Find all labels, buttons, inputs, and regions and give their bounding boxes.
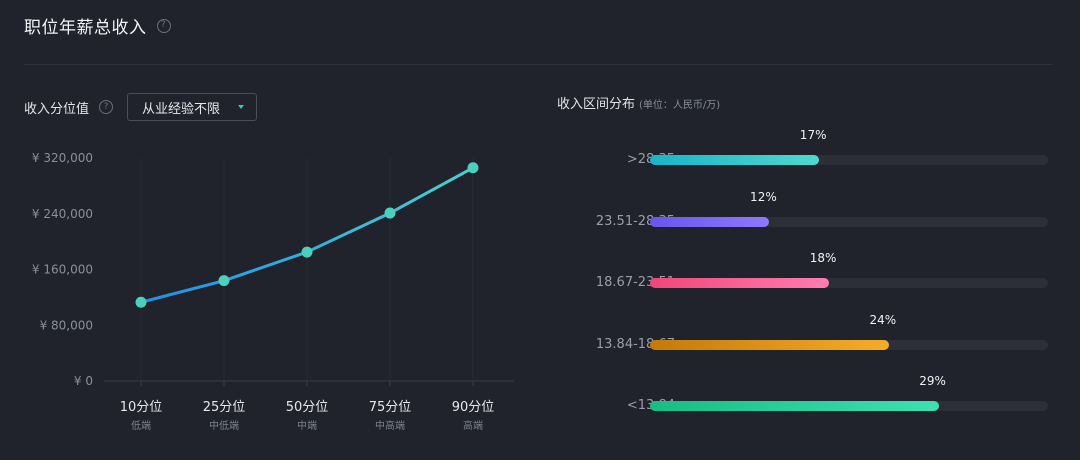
y-tick-label: ¥ 80,000 <box>40 318 93 332</box>
bar-track <box>650 339 1048 350</box>
percentile-line-chart: ¥ 0 ¥ 80,000 ¥ 160,000 ¥ 240,000 ¥ 320,000 10… <box>32 151 514 432</box>
data-point[interactable] <box>301 246 313 258</box>
bar-track <box>650 216 1048 227</box>
percentile-label: 收入分位值 <box>24 101 90 117</box>
chevron-down-icon <box>238 105 245 109</box>
bar-row: 18.67-23.51 18% <box>540 251 1060 293</box>
bar-row: 23.51-28.35 12% <box>540 189 1060 232</box>
bar[interactable] <box>650 278 830 288</box>
bar[interactable] <box>650 216 770 227</box>
page-title-text: 职位年薪总收入 <box>24 18 147 38</box>
y-tick-label: ¥ 320,000 <box>32 151 93 165</box>
bar-row: <13.8429% <box>540 374 1060 416</box>
experience-select[interactable]: 从业经验不限 <box>127 93 258 121</box>
distribution-header: 收入区间分布 (单位：人民币/万) <box>557 93 720 112</box>
y-tick-label: ¥ 0 <box>74 374 93 388</box>
x-tick-label: 75分位 <box>369 400 412 415</box>
bar-track <box>650 155 1048 165</box>
bar-value-label: 24% <box>869 312 897 327</box>
bar-value-label: 12% <box>750 189 777 204</box>
percentile-help-icon[interactable]: ? <box>99 100 114 114</box>
bar-value-label: 17% <box>799 128 827 142</box>
bar-track <box>650 401 1048 411</box>
distribution-unit-note: (单位：人民币/万) <box>639 100 721 111</box>
help-icon[interactable]: ? <box>156 18 171 33</box>
header-divider <box>24 64 1052 65</box>
bar[interactable] <box>650 155 820 165</box>
experience-select-value: 从业经验不限 <box>142 101 221 117</box>
x-tick-label: 90分位 <box>452 400 495 415</box>
bar-value-label: 18% <box>809 251 837 265</box>
data-point[interactable] <box>384 207 396 219</box>
bar-row: 13.84-18.67 24% <box>540 312 1060 355</box>
x-tick-sublabel: 中端 <box>297 419 317 432</box>
x-tick-label: 50分位 <box>286 400 329 415</box>
x-tick-sublabel: 中高端 <box>375 419 405 432</box>
x-tick-sublabel: 低端 <box>131 419 151 432</box>
data-point[interactable] <box>467 162 479 174</box>
y-tick-label: ¥ 160,000 <box>32 263 93 277</box>
data-point[interactable] <box>135 296 147 308</box>
x-tick-sublabel: 中低端 <box>209 419 239 432</box>
x-tick-label: 10分位 <box>120 400 163 415</box>
percentile-header: 收入分位值 ? 从业经验不限 <box>24 92 258 122</box>
x-tick-sublabel: 高端 <box>463 419 483 432</box>
bar-row: >28.3517% <box>540 128 1060 170</box>
data-point[interactable] <box>218 275 230 287</box>
x-tick-label: 25分位 <box>203 400 246 415</box>
y-tick-label: ¥ 240,000 <box>32 207 93 221</box>
bar-value-label: 29% <box>919 374 946 388</box>
distribution-title: 收入区间分布 <box>557 97 636 112</box>
bar-track <box>650 278 1048 288</box>
bar[interactable] <box>650 339 889 350</box>
page-title: 职位年薪总收入 ? <box>24 13 171 38</box>
bar[interactable] <box>650 401 939 411</box>
